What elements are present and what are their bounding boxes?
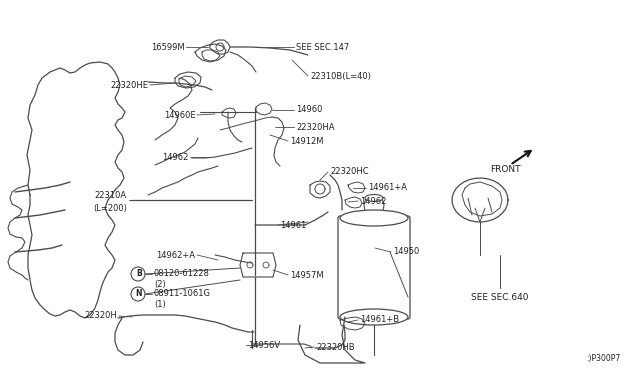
Text: :)P300P7: :)P300P7 (586, 353, 620, 362)
Text: N: N (136, 289, 142, 298)
Text: 22320HC: 22320HC (330, 167, 369, 176)
Text: 14961+A: 14961+A (368, 183, 407, 192)
FancyBboxPatch shape (338, 216, 410, 319)
Text: B: B (136, 269, 142, 279)
Text: 14962: 14962 (162, 153, 188, 161)
Ellipse shape (340, 210, 408, 226)
Ellipse shape (365, 195, 383, 202)
Text: 22310A: 22310A (95, 192, 127, 201)
Text: 14961: 14961 (280, 221, 307, 230)
Text: 14961+B: 14961+B (360, 315, 399, 324)
Text: 14950: 14950 (393, 247, 419, 257)
Text: 08120-61228: 08120-61228 (154, 269, 210, 279)
Text: 14956V: 14956V (248, 340, 280, 350)
Text: 14962+A: 14962+A (156, 250, 195, 260)
Text: 14960E: 14960E (164, 110, 196, 119)
Circle shape (131, 287, 145, 301)
Text: 22320HE: 22320HE (110, 80, 148, 90)
Text: 22320HA: 22320HA (296, 122, 335, 131)
Text: FRONT: FRONT (490, 166, 520, 174)
Text: 22320H: 22320H (84, 311, 117, 321)
Text: SEE SEC.147: SEE SEC.147 (296, 42, 349, 51)
Text: SEE SEC.640: SEE SEC.640 (471, 294, 529, 302)
Ellipse shape (340, 309, 408, 325)
Text: 14960: 14960 (296, 106, 323, 115)
Circle shape (131, 267, 145, 281)
Text: (1): (1) (154, 299, 166, 308)
Text: 14912M: 14912M (290, 137, 323, 145)
Text: (2): (2) (154, 279, 166, 289)
Text: 16599M: 16599M (152, 42, 185, 51)
Text: 22320HB: 22320HB (316, 343, 355, 352)
Text: 22310B(L=40): 22310B(L=40) (310, 71, 371, 80)
Text: 08911-1061G: 08911-1061G (154, 289, 211, 298)
Text: 14962: 14962 (360, 196, 387, 205)
Text: 14957M: 14957M (290, 270, 324, 279)
Text: (L=200): (L=200) (93, 203, 127, 212)
